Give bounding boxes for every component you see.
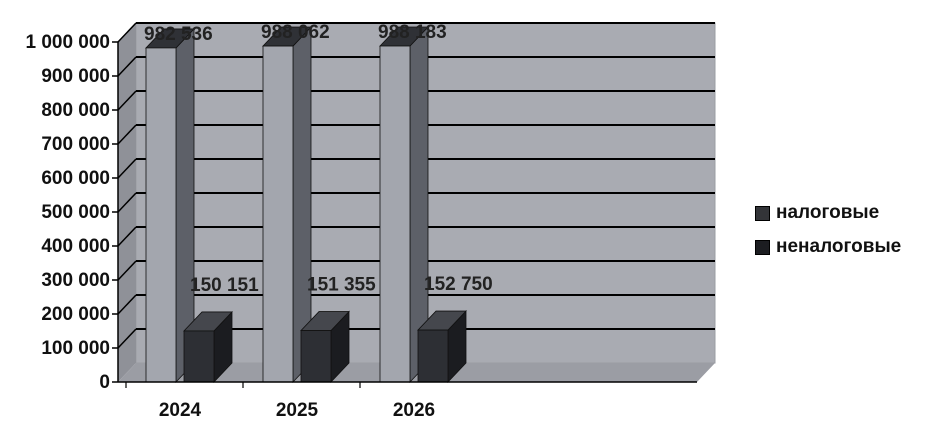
x-tick-label-2026: 2026 <box>393 400 435 421</box>
legend-label-nalogovye: налоговые <box>776 202 880 223</box>
gridline-side <box>117 294 137 315</box>
data-label-nenalogovye-2024: 150 151 <box>190 275 259 296</box>
x-axis: 2024 2025 2026 <box>118 381 697 421</box>
data-label-nenalogovye-2025: 151 355 <box>307 275 376 296</box>
y-tick-label: 800 000 <box>41 100 110 121</box>
legend-item-nalogovye: налоговые <box>755 196 901 230</box>
legend: налоговые неналоговые <box>755 196 901 264</box>
y-tick-label: 1 000 000 <box>25 32 110 53</box>
y-tick-label: 0 <box>99 372 110 393</box>
y-tick-label: 500 000 <box>41 202 110 223</box>
y-tick-label: 100 000 <box>41 338 110 359</box>
data-label-nalogovye-2026: 988 183 <box>378 22 447 43</box>
gridline-side <box>117 226 137 247</box>
data-labels: 982 536 150 151 988 062 151 355 988 183 152 7… <box>144 22 493 296</box>
data-label-nalogovye-2025: 988 062 <box>261 22 330 43</box>
bars <box>145 26 467 384</box>
x-tick-label-2024: 2024 <box>159 400 202 421</box>
y-tick-label: 200 000 <box>41 304 110 325</box>
bar-nalogovye-2025 <box>262 45 294 383</box>
y-tick-label: 700 000 <box>41 134 110 155</box>
y-axis: 0 100 000 200 000 300 000 400 000 500 000 600 … <box>25 32 119 393</box>
gridline-side <box>117 192 137 213</box>
bar-nalogovye-2024 <box>145 47 177 383</box>
gridline-side <box>117 90 137 111</box>
x-tick-label-2025: 2025 <box>276 400 319 421</box>
data-label-nenalogovye-2026: 152 750 <box>424 274 493 295</box>
gridline-side <box>117 158 137 179</box>
y-tick-label: 300 000 <box>41 270 110 291</box>
gridline-side <box>117 22 137 43</box>
bar-nenalogovye-2026 <box>417 329 449 383</box>
gridline-side <box>117 260 137 281</box>
y-tick-label: 400 000 <box>41 236 110 257</box>
y-tick-label: 600 000 <box>41 168 110 189</box>
gridline-side <box>117 328 137 349</box>
legend-item-nenalogovye: неналоговые <box>755 230 901 264</box>
gridline-side <box>117 56 137 77</box>
bar-nenalogovye-2024 <box>183 330 215 383</box>
legend-swatch-nenalogovye <box>755 239 770 255</box>
bar-nalogovye-2026 <box>379 45 411 383</box>
y-tick-label: 900 000 <box>41 66 110 87</box>
gridline-side <box>117 124 137 145</box>
legend-label-nenalogovye: неналоговые <box>776 236 902 257</box>
bar-nenalogovye-2025 <box>300 330 332 383</box>
data-label-nalogovye-2024: 982 536 <box>144 24 213 45</box>
legend-swatch-nalogovye <box>755 205 770 221</box>
